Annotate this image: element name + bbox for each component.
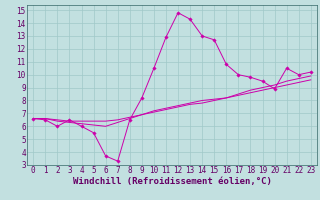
X-axis label: Windchill (Refroidissement éolien,°C): Windchill (Refroidissement éolien,°C) — [73, 177, 271, 186]
